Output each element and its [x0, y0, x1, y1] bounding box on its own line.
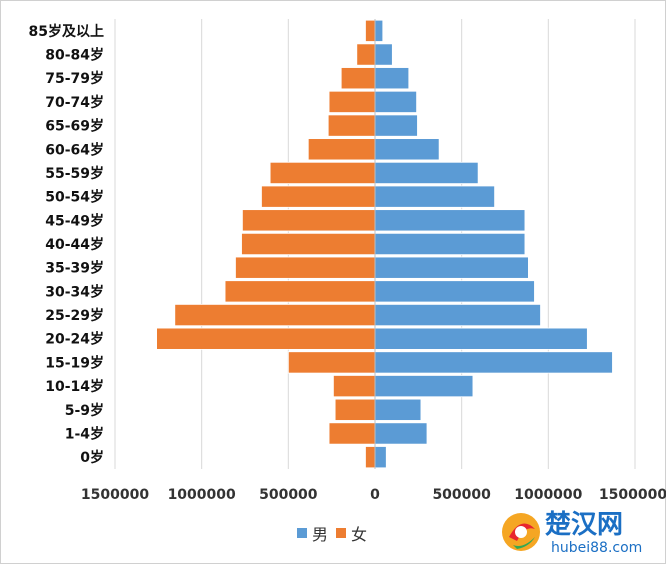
bar-female [307, 138, 376, 161]
bar-female [235, 256, 376, 279]
x-tick-label: 1500000 [81, 487, 149, 503]
bar-female [224, 280, 376, 303]
category-label: 70-74岁 [45, 94, 104, 111]
bar-female [332, 375, 376, 398]
bar-male [374, 351, 613, 374]
x-tick-label: 0 [370, 487, 380, 503]
site-logo [502, 513, 540, 551]
bar-female [174, 303, 376, 327]
bar-male [374, 375, 474, 398]
bar-male [374, 19, 384, 42]
bar-male [374, 43, 393, 66]
bar-female [334, 398, 376, 421]
watermark-text-cn: 楚汉网 [545, 510, 623, 540]
bar-female [261, 185, 376, 208]
x-tick-label: 1000000 [514, 487, 582, 503]
bar-male [374, 256, 529, 279]
category-label: 30-34岁 [45, 283, 104, 300]
bar-male [374, 303, 541, 327]
category-label: 65-69岁 [45, 118, 104, 135]
x-tick-label: 500000 [432, 487, 491, 503]
bar-female [269, 161, 376, 185]
category-label: 85岁及以上 [29, 23, 104, 40]
legend-label-female: 女 [351, 525, 367, 544]
bar-male [374, 280, 535, 303]
bar-female [328, 90, 376, 113]
bar-male [374, 90, 417, 113]
bar-male [374, 161, 479, 185]
watermark-text-url: hubei88.com [551, 540, 642, 556]
legend-swatch-male [297, 528, 307, 538]
bar-male [374, 327, 588, 350]
bar-female [365, 19, 376, 42]
bar-male [374, 209, 526, 232]
category-label: 25-29岁 [45, 307, 104, 324]
bar-female [340, 67, 376, 90]
x-tick-label: 500000 [259, 487, 318, 503]
bar-male [374, 114, 418, 137]
bar-female [156, 327, 376, 350]
legend-label-male: 男 [312, 525, 328, 544]
category-label: 40-44岁 [45, 236, 104, 253]
legend-swatch-female [336, 528, 346, 538]
bars [156, 19, 613, 469]
bar-male [374, 398, 422, 421]
category-label: 5-9岁 [65, 402, 104, 419]
bar-male [374, 67, 410, 90]
bar-female [356, 43, 376, 66]
x-tick-label: 1500000 [599, 487, 666, 503]
category-label: 75-79岁 [45, 70, 104, 87]
bar-female [365, 446, 376, 469]
category-label: 1-4岁 [65, 425, 104, 442]
bar-female [241, 209, 376, 232]
category-label: 20-24岁 [45, 331, 104, 348]
category-label: 15-19岁 [45, 354, 104, 371]
category-label: 35-39岁 [45, 260, 104, 277]
site-watermark: 楚汉网 hubei88.com [502, 510, 642, 556]
bar-male [374, 138, 440, 161]
bar-female [287, 351, 376, 374]
bar-female [327, 114, 376, 137]
bar-male [374, 446, 387, 469]
category-label: 45-49岁 [45, 212, 104, 229]
category-label: 10-14岁 [45, 378, 104, 395]
bar-female [328, 422, 376, 445]
category-label: 80-84岁 [45, 47, 104, 64]
bar-female [241, 232, 376, 256]
x-tick-labels: 1500000 1000000 500000 0 500000 1000000 150000… [81, 487, 666, 503]
category-label: 60-64岁 [45, 141, 104, 158]
bar-male [374, 185, 495, 208]
legend: 男 女 [297, 525, 367, 544]
x-tick-label: 1000000 [168, 487, 236, 503]
category-label: 55-59岁 [45, 165, 104, 182]
category-label: 0岁 [80, 449, 104, 466]
bar-male [374, 232, 526, 256]
category-labels: 0岁 1-4岁 5-9岁 10-14岁 15-19岁 20-24岁 25-29岁 30-34岁… [29, 23, 104, 466]
bar-male [374, 422, 428, 445]
category-label: 50-54岁 [45, 189, 104, 206]
